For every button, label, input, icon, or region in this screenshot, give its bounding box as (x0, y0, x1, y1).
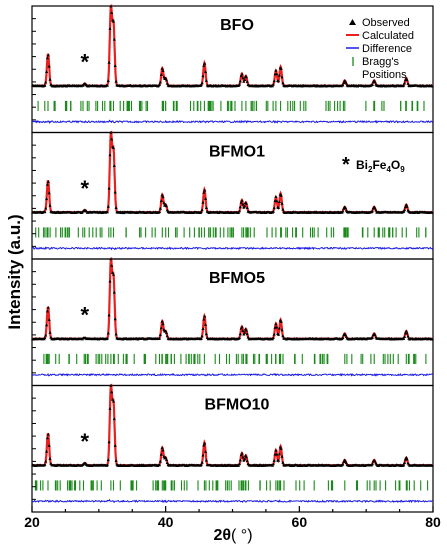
bragg-positions (34, 480, 429, 491)
legend-bragg-label-2: Positions (362, 69, 407, 81)
impurity-star: * (342, 154, 350, 176)
formula-sub-4: 4 (386, 165, 391, 174)
panel-bfmo1: BFMO1 * (31, 130, 434, 260)
formula-bi: Bi (356, 158, 368, 172)
panel-label-bfmo10: BFMO10 (205, 397, 270, 414)
panel-bfmo10: BFMO10 * (31, 383, 434, 513)
formula-fe: Fe (372, 158, 386, 172)
legend-difference-label: Difference (362, 43, 412, 55)
difference-curve (31, 498, 434, 504)
x-tick-label: 40 (158, 514, 174, 530)
formula-o: O (391, 158, 400, 172)
x-tick-label: 20 (24, 514, 40, 530)
legend-observed-label: Observed (362, 17, 410, 29)
impurity-asterisk: * (81, 176, 90, 201)
difference-curve (31, 372, 434, 377)
formula-sub-2: 2 (368, 165, 373, 174)
legend-observed-marker (349, 19, 356, 25)
difference-curve (31, 246, 434, 251)
impurity-note: * Bi2Fe4O9 (342, 154, 405, 176)
x-tick-label: 60 (292, 514, 308, 530)
impurity-asterisk: * (81, 302, 90, 327)
y-axis-label: Intensity (a.u.) (5, 214, 24, 329)
x-axis-label: 2θ( °) (213, 527, 252, 544)
legend: Observed Calculated Difference Bragg's P… (346, 17, 414, 81)
legend-calculated-label: Calculated (362, 30, 414, 42)
x-axis-label-unit: ( °) (231, 527, 253, 544)
formula-sub-9: 9 (400, 165, 405, 174)
x-axis-label-main: 2θ (213, 527, 231, 544)
panel-label-bfo: BFO (220, 17, 254, 34)
panel-label-bfmo1: BFMO1 (209, 144, 265, 161)
impurity-asterisk: * (81, 429, 90, 454)
axis-layer: 20 40 60 80 (24, 506, 441, 530)
bragg-positions (43, 353, 427, 364)
impurity-asterisk: * (81, 49, 90, 74)
bragg-positions (35, 227, 427, 238)
legend-bragg-label: Bragg's (362, 56, 399, 68)
panel-label-bfmo5: BFMO5 (209, 270, 265, 287)
panels-layer: BFO * BFMO1 * BFMO5 * BFMO10 * (31, 3, 434, 513)
x-tick-label: 80 (425, 514, 441, 530)
impurity-formula: Bi2Fe4O9 (356, 158, 405, 174)
panel-bfmo5: BFMO5 * (31, 256, 434, 387)
bragg-positions (37, 100, 425, 111)
difference-curve (31, 119, 434, 124)
